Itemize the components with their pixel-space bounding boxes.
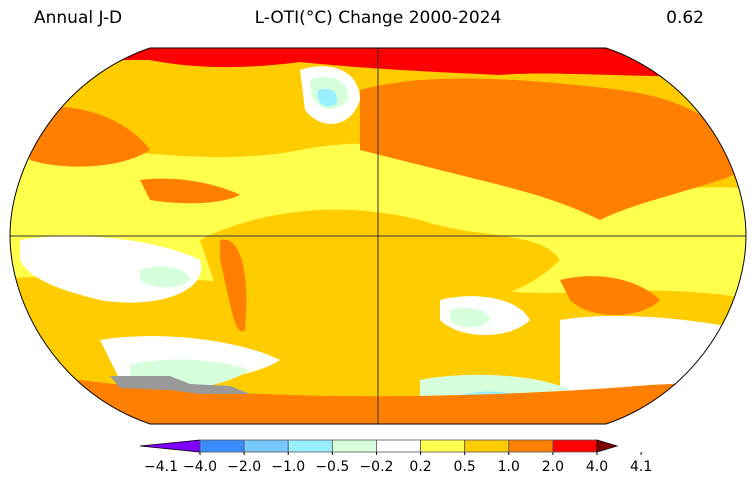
map-border [9,47,747,425]
warm-region [140,178,240,204]
base-region [200,209,560,304]
map-title: L-OTI(°C) Change 2000-2024 [254,8,502,28]
colorbar-tick-label: 4.0 [586,459,608,475]
colorbar-segment [331,439,377,453]
missing-region [110,376,250,394]
colorbar-tick-label: 4.1 [630,459,652,475]
colorbar-segment [464,439,510,453]
colorbar-tick-label: −4.0 [183,459,217,475]
warm-region [20,106,150,167]
period-label: Annual J-D [34,8,123,28]
colorbar-segment [508,439,554,453]
colorbar-segment [376,439,421,453]
colorbar-segment [552,439,598,453]
colorbar-segment [243,439,289,453]
warm-region [10,380,746,424]
colorbar-segment [287,439,333,453]
colorbar-tick-label: −0.5 [315,459,349,475]
colorbar-tick-label: 0.2 [409,459,431,475]
global-mean-value: 0.62 [666,8,704,28]
warm-region [560,276,660,315]
colorbar-segment [420,439,466,453]
colorbar-segment [199,439,245,453]
colorbar-tick-label: −1.0 [271,459,305,475]
colorbar-over-arrow [596,439,619,453]
cool-region [450,308,490,328]
colorbar-under-arrow [139,439,201,453]
warm-region [360,78,746,220]
hot-region [10,48,746,77]
colorbar: −4.1 −4.0 −2.0 −1.0 −0.5 −0.2 0.2 0.5 1.0 2.0 4.0 4… [139,439,652,475]
warm-region [220,239,247,332]
colorbar-tick-label: 0.5 [454,459,476,475]
cooler-region [318,88,337,107]
colorbar-tick-label: −2.0 [227,459,261,475]
colorbar-tick-label: 1.0 [498,459,520,475]
colorbar-tick-label: 2.0 [542,459,564,475]
colorbar-tick-label: −0.2 [359,459,393,475]
cool-region [140,266,190,288]
colorbar-tick-label: −4.1 [144,459,178,475]
